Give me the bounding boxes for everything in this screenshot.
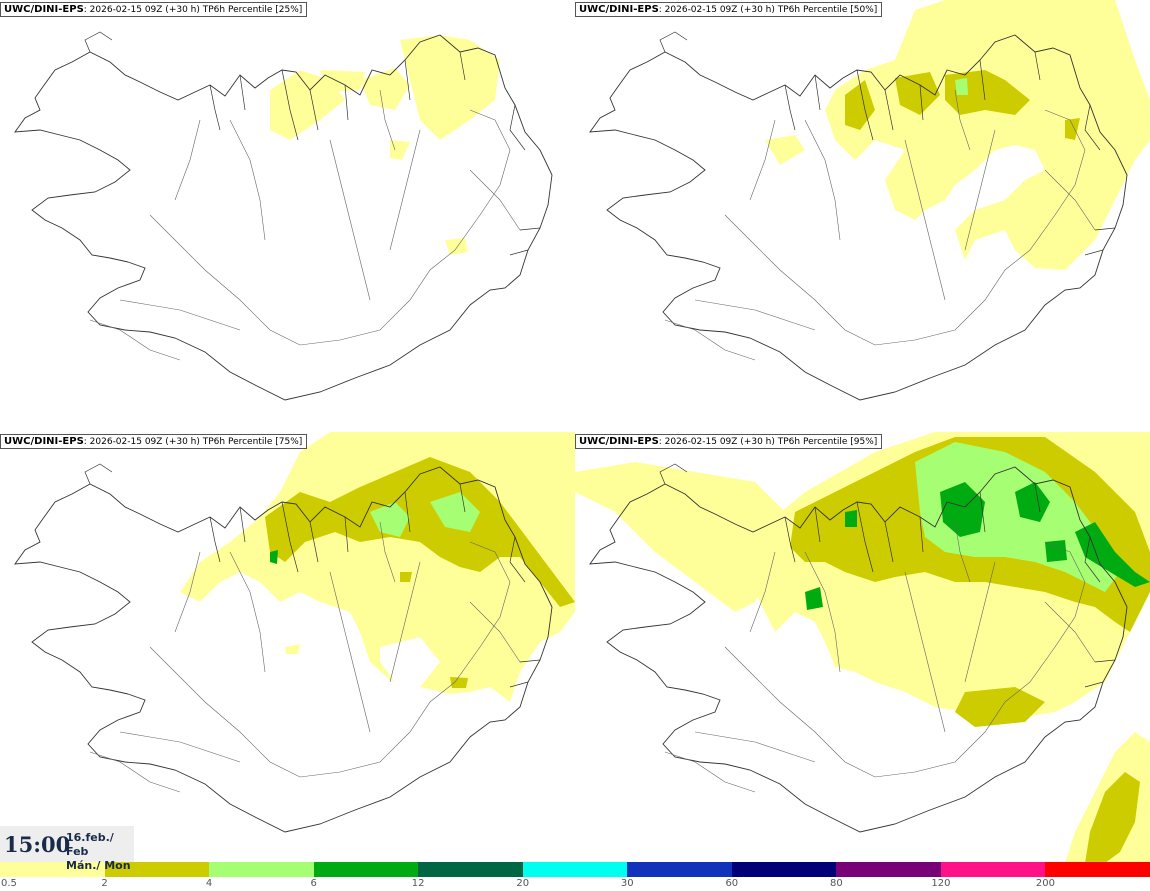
- legend-swatch: [104, 862, 210, 877]
- color-legend: 0.5 2 4 6 12 20 30 60 80 120 200: [0, 862, 1150, 891]
- precip-map-p50: [589, 0, 1150, 401]
- precip-map-p95: [575, 432, 1150, 863]
- legend-tick-label: 2: [101, 878, 108, 889]
- legend-tick-label: 200: [1035, 878, 1055, 889]
- legend-swatch: [0, 862, 106, 877]
- panel-title: UWC/DINI-EPS: 2026-02-15 09Z (+30 h) TP6…: [575, 434, 883, 449]
- legend-tick-label: 4: [205, 878, 213, 889]
- map-panel-p75: UWC/DINI-EPS: 2026-02-15 09Z (+30 h) TP6…: [0, 432, 575, 863]
- precip-map-p25: [14, 31, 553, 401]
- legend-tick-label: 60: [725, 878, 739, 889]
- panel-title: UWC/DINI-EPS: 2026-02-15 09Z (+30 h) TP6…: [0, 2, 308, 17]
- precip-field: [270, 35, 500, 255]
- legend-swatch: [1045, 862, 1150, 877]
- precip-field: [765, 0, 1150, 270]
- valid-time-box: 15:00 16.feb./ Feb Mán./ Mon: [0, 826, 134, 872]
- precip-field: [575, 432, 1150, 863]
- legend-swatch: [313, 862, 419, 877]
- panel-title: UWC/DINI-EPS: 2026-02-15 09Z (+30 h) TP6…: [0, 434, 308, 449]
- map-panel-p95: UWC/DINI-EPS: 2026-02-15 09Z (+30 h) TP6…: [575, 432, 1150, 863]
- legend-swatch: [209, 862, 315, 877]
- legend-swatch: [836, 862, 942, 877]
- valid-date-line2: Mán./ Mon: [66, 859, 131, 872]
- legend-swatch: [627, 862, 733, 877]
- legend-tick-label: 120: [931, 878, 951, 889]
- legend-swatch: [940, 862, 1046, 877]
- legend-tick-label: 12: [411, 878, 425, 889]
- legend-tick-label: 80: [829, 878, 843, 889]
- map-panel-p25: UWC/DINI-EPS: 2026-02-15 09Z (+30 h) TP6…: [0, 0, 575, 431]
- legend-tick-label: 6: [310, 878, 317, 889]
- legend-tick-label: 0.5: [1, 878, 17, 889]
- valid-time: 15:00: [4, 832, 71, 857]
- legend-tick-label: 30: [620, 878, 634, 889]
- valid-date: 16.feb./ Feb Mán./ Mon: [66, 831, 134, 873]
- precip-field: [180, 432, 575, 702]
- panel-title: UWC/DINI-EPS: 2026-02-15 09Z (+30 h) TP6…: [575, 2, 883, 17]
- legend-tick-label: 20: [516, 878, 530, 889]
- legend-swatch: [731, 862, 837, 877]
- legend-swatch: [418, 862, 524, 877]
- precip-map-p75: [14, 432, 575, 833]
- valid-date-line1: 16.feb./ Feb: [66, 831, 114, 858]
- legend-swatch: [522, 862, 628, 877]
- map-panel-p50: UWC/DINI-EPS: 2026-02-15 09Z (+30 h) TP6…: [575, 0, 1150, 431]
